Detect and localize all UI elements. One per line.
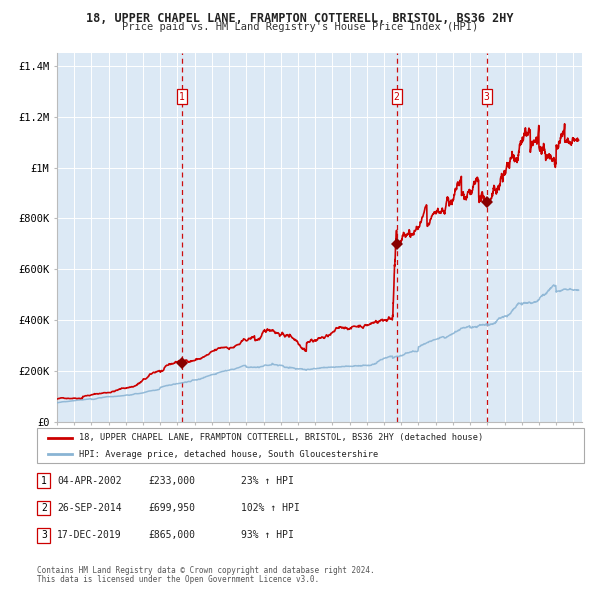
Text: £699,950: £699,950 — [148, 503, 195, 513]
Text: £233,000: £233,000 — [148, 476, 195, 486]
Text: 93% ↑ HPI: 93% ↑ HPI — [241, 530, 294, 540]
Text: This data is licensed under the Open Government Licence v3.0.: This data is licensed under the Open Gov… — [37, 575, 319, 584]
Text: 17-DEC-2019: 17-DEC-2019 — [57, 530, 122, 540]
Text: 3: 3 — [41, 530, 47, 540]
Text: 26-SEP-2014: 26-SEP-2014 — [57, 503, 122, 513]
Text: 3: 3 — [484, 91, 490, 101]
Text: 1: 1 — [179, 91, 185, 101]
Text: £865,000: £865,000 — [148, 530, 195, 540]
Text: 18, UPPER CHAPEL LANE, FRAMPTON COTTERELL, BRISTOL, BS36 2HY: 18, UPPER CHAPEL LANE, FRAMPTON COTTEREL… — [86, 12, 514, 25]
Text: 2: 2 — [394, 91, 400, 101]
Text: 2: 2 — [41, 503, 47, 513]
Text: 23% ↑ HPI: 23% ↑ HPI — [241, 476, 294, 486]
Text: 18, UPPER CHAPEL LANE, FRAMPTON COTTERELL, BRISTOL, BS36 2HY (detached house): 18, UPPER CHAPEL LANE, FRAMPTON COTTEREL… — [79, 433, 484, 442]
Text: 1: 1 — [41, 476, 47, 486]
Text: 04-APR-2002: 04-APR-2002 — [57, 476, 122, 486]
Text: HPI: Average price, detached house, South Gloucestershire: HPI: Average price, detached house, Sout… — [79, 450, 379, 459]
Text: Contains HM Land Registry data © Crown copyright and database right 2024.: Contains HM Land Registry data © Crown c… — [37, 566, 375, 575]
Text: Price paid vs. HM Land Registry's House Price Index (HPI): Price paid vs. HM Land Registry's House … — [122, 22, 478, 32]
Text: 102% ↑ HPI: 102% ↑ HPI — [241, 503, 300, 513]
